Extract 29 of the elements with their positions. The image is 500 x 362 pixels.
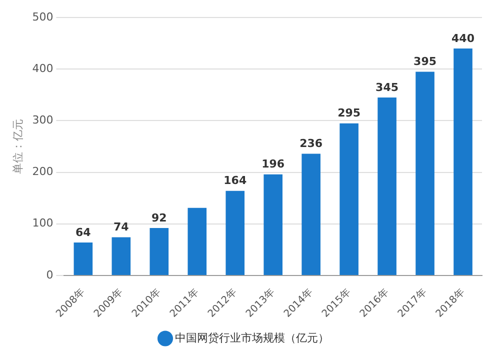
bar bbox=[416, 72, 434, 275]
bar bbox=[340, 123, 358, 275]
text: 440 bbox=[452, 32, 474, 45]
text: 345 bbox=[376, 80, 399, 94]
y-tick-label: 500 bbox=[32, 10, 54, 24]
bar bbox=[264, 174, 282, 275]
bar bbox=[150, 228, 169, 275]
text: 92 bbox=[151, 211, 167, 224]
bar bbox=[74, 242, 93, 275]
legend-label: 中国网贷行业市场规模（亿元） bbox=[174, 331, 329, 344]
bar bbox=[302, 154, 320, 275]
bar bbox=[112, 237, 131, 275]
y-tick-label: 200 bbox=[32, 165, 54, 178]
text: 74 bbox=[114, 220, 129, 234]
text: 236 bbox=[300, 137, 323, 150]
y-tick-label: 400 bbox=[32, 62, 54, 76]
text: 164 bbox=[224, 174, 247, 188]
y-axis-title: 单位：亿元 bbox=[11, 119, 24, 174]
bar bbox=[226, 190, 245, 275]
y-tick-label: 100 bbox=[32, 216, 54, 230]
y-tick-label: 300 bbox=[32, 114, 54, 127]
text: 395 bbox=[414, 55, 437, 68]
text: 295 bbox=[338, 106, 361, 120]
bar bbox=[454, 48, 472, 275]
text: 64 bbox=[76, 226, 91, 239]
bar bbox=[188, 208, 207, 275]
bar bbox=[378, 98, 396, 275]
text: 196 bbox=[262, 158, 285, 171]
y-tick-label: 0 bbox=[46, 268, 54, 282]
